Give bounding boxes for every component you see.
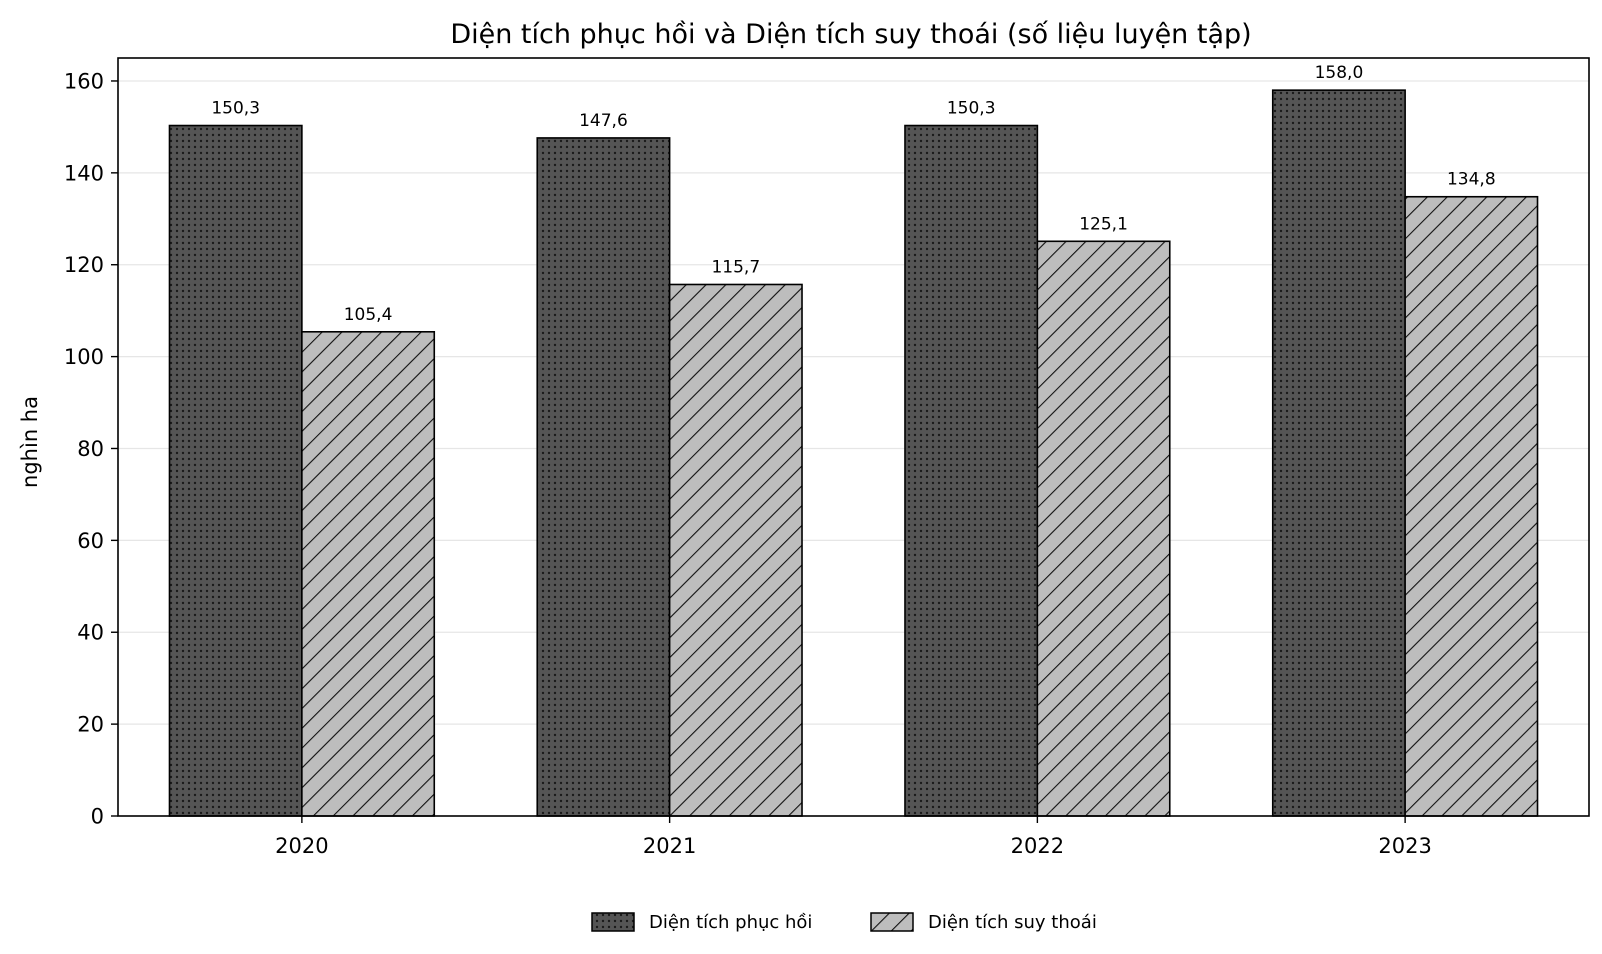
data-label: 150,3	[947, 99, 996, 119]
y-tick-label: 160	[64, 69, 104, 93]
bar-degraded-2023	[1404, 195, 1539, 817]
legend-item-recovered: Diện tích phục hồi	[591, 912, 812, 933]
legend-label-recovered: Diện tích phục hồi	[649, 912, 812, 933]
y-tick-label: 40	[77, 621, 104, 645]
x-tick-label: 2020	[275, 834, 328, 858]
bar-degraded-2022	[1036, 240, 1171, 817]
x-tick-label: 2023	[1378, 834, 1431, 858]
y-tick-label: 140	[64, 161, 104, 185]
x-tick-label: 2022	[1011, 834, 1064, 858]
data-labels: 150,3 105,4 147,6 115,7 150,3 125,1 158,0 134,8	[211, 63, 1495, 325]
y-tick-label: 20	[77, 713, 104, 737]
y-tick-label: 60	[77, 529, 104, 553]
bars	[168, 89, 1539, 817]
chart-title: Diện tích phục hồi và Diện tích suy thoá…	[450, 19, 1251, 50]
bar-recovered-2020	[168, 124, 303, 817]
y-tick-label: 0	[91, 805, 104, 829]
y-tick-label: 120	[64, 253, 104, 277]
bar-recovered-2021	[536, 137, 671, 817]
data-label: 158,0	[1315, 63, 1364, 83]
legend-swatch-degraded	[870, 912, 914, 932]
data-label: 105,4	[344, 305, 393, 325]
legend-swatch-recovered	[591, 912, 635, 932]
legend-label-degraded: Diện tích suy thoái	[928, 912, 1097, 933]
data-label: 150,3	[211, 99, 260, 119]
plot-frame	[117, 57, 1590, 817]
data-label: 115,7	[711, 257, 760, 277]
bar-degraded-2020	[301, 330, 436, 817]
bar-degraded-2021	[668, 283, 803, 817]
data-label: 147,6	[579, 111, 628, 131]
legend: Diện tích phục hồi Diện tích suy thoái	[591, 912, 1097, 933]
y-tick-label: 80	[77, 437, 104, 461]
x-axis: 2020 2021 2022 2023	[275, 816, 1432, 858]
y-tick-label: 100	[64, 345, 104, 369]
y-axis: 0 20 40 60 80 100 120 140 160	[64, 69, 118, 829]
bar-recovered-2022	[904, 124, 1039, 817]
bar-recovered-2023	[1271, 89, 1406, 817]
x-tick-label: 2021	[643, 834, 696, 858]
data-label: 134,8	[1447, 170, 1496, 190]
y-axis-label: nghìn ha	[18, 396, 42, 488]
data-label: 125,1	[1079, 214, 1128, 234]
legend-item-degraded: Diện tích suy thoái	[870, 912, 1097, 933]
